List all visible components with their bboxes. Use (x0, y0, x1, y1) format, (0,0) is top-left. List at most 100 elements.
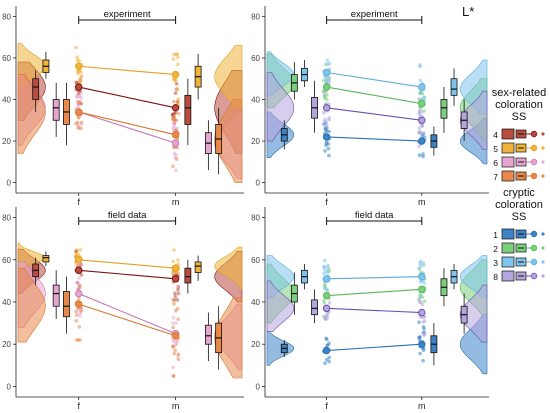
data-point (176, 317, 180, 322)
data-point (76, 70, 80, 74)
data-point (417, 153, 422, 157)
y-tick-label: 60 (2, 54, 11, 63)
data-point (77, 58, 81, 63)
legend-point-key (541, 274, 545, 278)
mean-marker-m-4 (171, 275, 180, 283)
y-tick-label: 80 (251, 214, 260, 223)
density-cloud-m-5 (214, 246, 243, 290)
data-point (172, 52, 176, 57)
mean-marker-f-5 (75, 62, 83, 70)
data-point (323, 149, 327, 153)
mean-marker-f-2 (322, 291, 331, 300)
y-tick-label: 40 (251, 298, 260, 307)
data-point (176, 285, 180, 289)
data-point (79, 273, 84, 277)
mean-line-1 (326, 343, 422, 352)
panel-top-left: 0 20 40 60 80 f m experiment (2, 6, 244, 207)
legend-label: 7 (493, 172, 498, 182)
box-m-3 (450, 78, 458, 96)
data-point (418, 259, 423, 264)
legend-mean-key (530, 144, 538, 152)
data-point (76, 252, 81, 257)
mean-marker-m-5 (171, 264, 180, 272)
data-point (322, 92, 327, 96)
mean-line-2 (326, 288, 422, 297)
y-tick-label: 80 (2, 214, 11, 223)
data-point (323, 317, 328, 321)
legend-swatch (501, 256, 515, 268)
data-point (323, 361, 327, 366)
density-cloud-m-7 (214, 99, 243, 183)
data-point (79, 126, 83, 131)
data-point (418, 78, 423, 83)
data-point (422, 333, 426, 338)
data-point (418, 108, 422, 113)
y-tick-label: 40 (2, 96, 11, 105)
data-point (327, 129, 331, 134)
y-tick-label: 20 (2, 340, 11, 349)
legend-swatch (501, 170, 515, 182)
data-point (422, 299, 427, 304)
mean-marker-m-8 (418, 116, 426, 124)
data-point (74, 319, 78, 323)
mean-marker-f-3 (322, 275, 331, 283)
y-tick-label: 40 (251, 96, 260, 105)
y-tick-label: 40 (2, 298, 11, 307)
data-point (421, 152, 425, 156)
y-tick-label: 0 (7, 382, 12, 391)
legend-mean-key (530, 158, 538, 166)
data-point (79, 309, 83, 313)
data-point (418, 351, 422, 356)
box-f-7 (63, 291, 70, 318)
data-point (326, 263, 330, 268)
panel-top-right: 0 20 40 60 80 f m experiment (251, 6, 489, 207)
mean-marker-f-3 (322, 68, 331, 77)
density-cloud-f-7 (17, 74, 46, 154)
data-point (327, 359, 331, 364)
data-point (171, 321, 175, 326)
data-point (172, 124, 177, 129)
box-m-4 (184, 94, 192, 125)
box-m-4 (184, 267, 192, 284)
y-tick-label: 20 (251, 137, 260, 146)
data-point (173, 339, 177, 343)
annotation-label: experiment (351, 9, 398, 20)
legend-label: 2 (493, 244, 498, 254)
mean-marker-m-3 (418, 272, 426, 281)
figure-label: L* (462, 4, 474, 19)
annotation-label: field data (108, 210, 147, 221)
legend-point-key (541, 146, 545, 150)
y-tick-label: 0 (256, 179, 261, 188)
mean-marker-m-7 (171, 131, 180, 139)
mean-marker-m-4 (171, 104, 180, 112)
mean-marker-m-2 (418, 285, 426, 294)
data-point (171, 298, 175, 302)
data-point (171, 325, 175, 330)
legend-label: 6 (493, 158, 498, 168)
mean-marker-m-7 (171, 332, 180, 340)
data-point (326, 146, 331, 151)
data-point (418, 91, 423, 96)
data-point (420, 302, 425, 307)
data-point (327, 118, 331, 122)
box-m-6 (204, 324, 212, 345)
data-point (172, 99, 176, 104)
data-point (327, 355, 332, 360)
y-tick-label: 0 (7, 179, 12, 188)
mean-line-3 (326, 71, 422, 88)
data-point (322, 301, 327, 305)
x-tick-label: f (77, 197, 80, 207)
x-tick-label: f (77, 401, 80, 411)
data-point (176, 111, 181, 116)
y-tick-label: 60 (2, 256, 11, 265)
panel-bottom-left: 0 20 40 60 80 f m field data (2, 207, 244, 411)
panels: 0 20 40 60 80 f m experiment 0 20 40 60 80 f m experime… (2, 6, 489, 411)
data-point (173, 348, 177, 353)
data-point (322, 258, 327, 263)
data-point (418, 280, 423, 284)
mean-line-1 (326, 136, 422, 142)
annotation-label: field data (355, 210, 394, 221)
mean-line-7 (78, 111, 176, 136)
mean-marker-m-1 (418, 340, 426, 348)
legend-label: 3 (493, 258, 498, 268)
